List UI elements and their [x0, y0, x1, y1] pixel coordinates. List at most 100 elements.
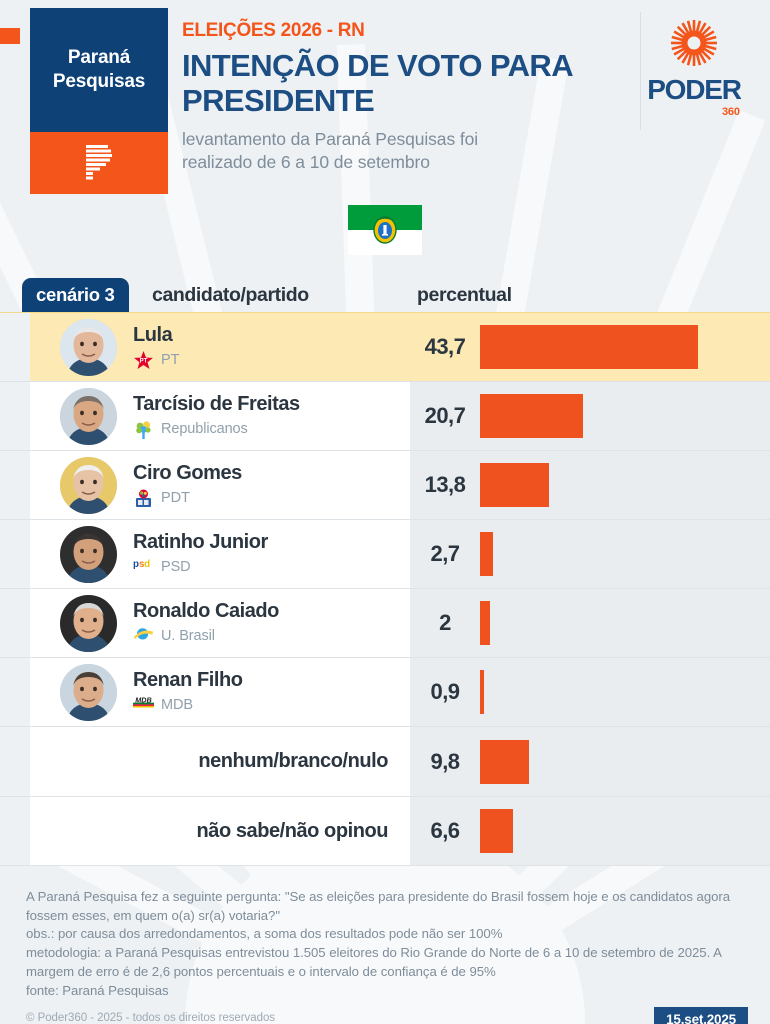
value-bar [480, 325, 699, 369]
row-gutter [0, 589, 30, 657]
sunburst-icon [671, 20, 717, 66]
parana-p-icon [86, 145, 112, 180]
scenario-badge[interactable]: cenário 3 [22, 278, 129, 312]
value-cell: 9,8 [410, 727, 770, 796]
party-row: Republicanos [133, 419, 300, 440]
candidate-avatar [60, 318, 117, 376]
party-label: Republicanos [161, 421, 248, 437]
copyright-text: © Poder360 - 2025 - todos os direitos re… [26, 1012, 275, 1024]
header-divider [640, 12, 641, 130]
results-table: Lula PT PT 43,7 Tarcísio de Freitas Republica… [0, 312, 770, 866]
value-cell: 2,7 [410, 520, 770, 588]
candidate-cell: Ronaldo Caiado U. Brasil [30, 589, 410, 657]
header-text-block: ELEIÇÕES 2026 - RN INTENÇÃO DE VOTO PARA… [182, 20, 622, 175]
table-row: não sabe/não opinou 6,6 [0, 796, 770, 866]
svg-text:MDB: MDB [135, 695, 152, 704]
candidate-avatar [60, 456, 117, 514]
percent-value: 0,9 [430, 679, 460, 704]
option-label: não sabe/não opinou [196, 819, 389, 842]
candidate-text: Ronaldo Caiado U. Brasil [133, 600, 279, 647]
header-subhead-line-1: levantamento da Paraná Pesquisas foi [182, 129, 479, 150]
party-row: U. Brasil [133, 626, 279, 647]
candidate-avatar [60, 594, 117, 652]
poder360-logo: PODER 360 [640, 16, 748, 118]
value-cell: 13,8 [410, 451, 770, 519]
candidate-avatar [60, 663, 117, 721]
percent-value: 9,8 [430, 748, 460, 774]
party-row: MDB MDB [133, 695, 243, 716]
candidate-text: Ratinho Junior p s d PSD [133, 531, 268, 578]
candidate-avatar [60, 525, 117, 583]
row-gutter [0, 313, 30, 381]
row-gutter [0, 658, 30, 726]
percent-value: 6,6 [430, 818, 460, 843]
svg-text:d: d [144, 559, 150, 569]
candidate-cell: Renan Filho MDB MDB [30, 658, 410, 726]
header-kicker: ELEIÇÕES 2026 - RN [182, 20, 365, 41]
header: Paraná Pesquisas [0, 0, 770, 200]
table-row: Tarcísio de Freitas Republicanos 20,7 [0, 381, 770, 450]
candidate-text: Lula PT PT [133, 324, 179, 371]
party-label: PSD [161, 559, 191, 575]
party-label: PT [161, 352, 180, 368]
parana-pesquisas-logo: Paraná Pesquisas [30, 8, 168, 194]
row-gutter [0, 520, 30, 588]
poder-360-text: 360 [722, 106, 740, 118]
footnote-question: A Paraná Pesquisa fez a seguinte pergunt… [26, 889, 731, 923]
footer: A Paraná Pesquisa fez a seguinte pergunt… [0, 866, 770, 1024]
table-row: Ratinho Junior p s d PSD 2,7 [0, 519, 770, 588]
poder-text: PODER [647, 74, 742, 105]
parana-pesquisas-mark-block [30, 132, 168, 194]
value-bar [480, 739, 529, 784]
row-gutter [0, 727, 30, 796]
value-bar [480, 670, 485, 714]
svg-text:PT: PT [140, 358, 148, 364]
party-row: p s d PSD [133, 557, 268, 578]
footnote-methodology: metodologia: a Paraná Pesquisas entrevis… [26, 945, 722, 979]
parana-pesquisas-wordmark: Paraná Pesquisas [30, 8, 168, 132]
percent-value: 43,7 [424, 334, 466, 359]
candidate-text: Tarcísio de Freitas Republicanos [133, 393, 300, 440]
corner-accent-mark [0, 28, 20, 44]
candidate-cell: não sabe/não opinou [30, 797, 410, 865]
poder-wordmark: PODER 360 [647, 74, 742, 118]
value-cell: 20,7 [410, 382, 770, 450]
pt-star-logo: PT [133, 350, 154, 371]
column-header-candidate: candidato/partido [152, 284, 309, 306]
candidate-name: Ciro Gomes [133, 461, 242, 484]
percent-value: 20,7 [424, 403, 466, 428]
percent-value: 2 [439, 610, 451, 635]
candidate-cell: Ratinho Junior p s d PSD [30, 520, 410, 588]
header-headline: INTENÇÃO DE VOTO PARA PRESIDENTE [182, 48, 572, 119]
party-label: MDB [161, 697, 193, 713]
value-bar [480, 601, 490, 645]
table-row: Ronaldo Caiado U. Brasil 2 [0, 588, 770, 657]
value-bar [480, 809, 513, 853]
row-gutter [0, 382, 30, 450]
publication-date-badge: 15.set.2025 [654, 1007, 748, 1024]
rio-grande-do-norte-flag-icon [348, 205, 422, 255]
row-gutter [0, 797, 30, 865]
percent-value: 13,8 [424, 472, 466, 497]
party-row: PDT [133, 488, 242, 509]
candidate-name: Lula [133, 323, 173, 346]
party-label: U. Brasil [161, 628, 215, 644]
table-row: nenhum/branco/nulo 9,8 [0, 726, 770, 796]
value-cell: 6,6 [410, 797, 770, 865]
value-bar [480, 463, 549, 507]
table-row: Renan Filho MDB MDB 0,9 [0, 657, 770, 726]
candidate-cell: nenhum/branco/nulo [30, 727, 410, 796]
candidate-name: Renan Filho [133, 668, 243, 691]
row-gutter [0, 451, 30, 519]
column-header-percent: percentual [417, 284, 512, 306]
party-label: PDT [161, 490, 190, 506]
footnote-source: fonte: Paraná Pesquisas [26, 982, 169, 998]
candidate-cell: Tarcísio de Freitas Republicanos [30, 382, 410, 450]
republicanos-tree-logo [133, 419, 154, 440]
party-row: PT PT [133, 350, 179, 371]
candidate-text: Renan Filho MDB MDB [133, 669, 243, 716]
mdb-logo: MDB [133, 695, 154, 716]
percent-value: 2,7 [430, 541, 460, 566]
value-bar [480, 394, 584, 438]
